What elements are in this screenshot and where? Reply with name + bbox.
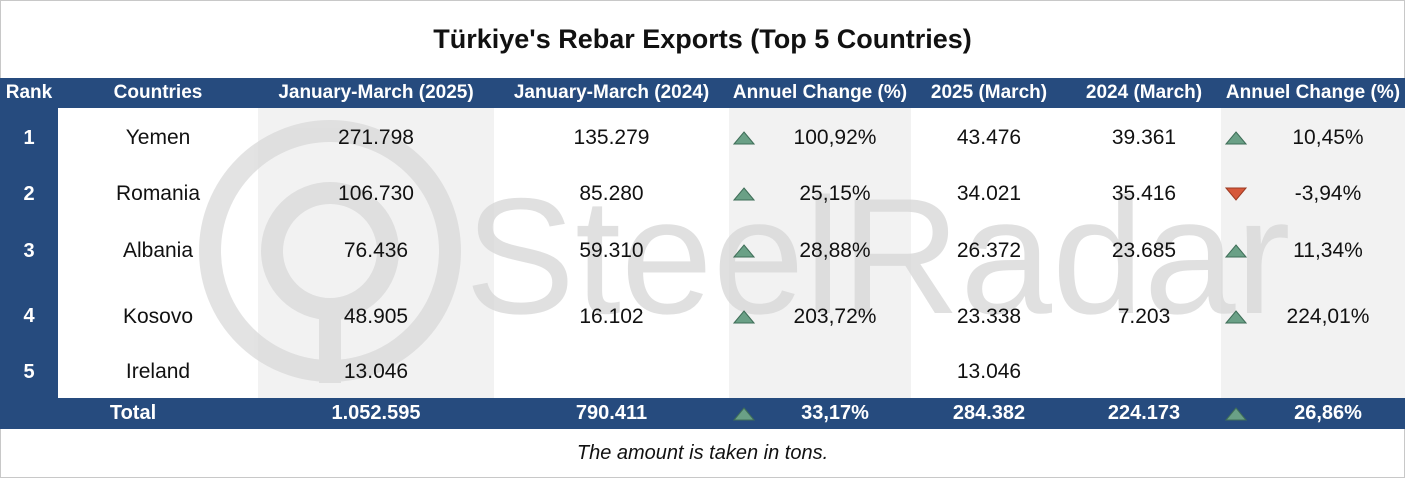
header-jan-mar-2024: January-March (2024) — [513, 82, 710, 103]
jan-mar-2024-cell: 85.280 — [579, 182, 644, 205]
jan-mar-2024-cell: 135.279 — [573, 126, 650, 149]
jan-mar-2025-cell: 106.730 — [338, 182, 414, 205]
march-2024-cell: 23.685 — [1111, 239, 1177, 262]
annual-change-2-cell: 11,34% — [1221, 222, 1405, 280]
country-cell: Yemen — [125, 126, 191, 149]
annual-change-1-cell-value: 25,15% — [799, 182, 871, 205]
jan-mar-2025-cell: 76.436 — [343, 239, 409, 262]
table-row: 3 Albania 76.436 59.310 28,88% 26.372 23.685 11… — [0, 222, 1405, 280]
up-arrow-icon — [733, 187, 755, 201]
up-arrow-icon — [1225, 309, 1247, 323]
total-label: Total — [109, 402, 157, 424]
annual-change-2-cell: 224,01% — [1221, 287, 1405, 346]
rank-cell: 4 — [23, 305, 35, 327]
jan-mar-2024-cell: 16.102 — [579, 304, 644, 328]
march-2025-cell: 43.476 — [956, 126, 1022, 149]
table-row: 1 Yemen 271.798 135.279 100,92% 43.476 39.361 1… — [0, 110, 1405, 166]
rank-column-band — [0, 108, 58, 398]
country-cell: Ireland — [125, 360, 191, 383]
annual-change-1-cell: 203,72% — [729, 287, 911, 346]
march-2025-cell: 13.046 — [956, 360, 1022, 383]
annual-change-2-cell-value: 224,01% — [1286, 304, 1370, 328]
total-annual-change-1: 33,17% — [729, 398, 911, 429]
footnote: The amount is taken in tons. — [576, 442, 829, 464]
down-arrow-icon — [1225, 187, 1247, 201]
total-march-2025: 284.382 — [952, 402, 1026, 424]
march-2025-cell: 23.338 — [956, 304, 1022, 328]
annual-change-2-cell-value — [1251, 346, 1405, 398]
header-annual-change-2: Annuel Change (%) — [1225, 82, 1401, 103]
total-jan-mar-2024: 790.411 — [575, 402, 648, 424]
up-arrow-icon — [733, 244, 755, 258]
table-row: 5 Ireland 13.046 13.046 — [0, 346, 1405, 398]
jan-mar-2025-cell: 48.905 — [343, 304, 409, 328]
rank-cell: 5 — [23, 360, 35, 383]
header-countries: Countries — [113, 82, 203, 103]
annual-change-2-cell-value: -3,94% — [1294, 182, 1362, 205]
annual-change-1-cell-value: 28,88% — [799, 239, 871, 262]
annual-change-2-cell — [1221, 346, 1405, 398]
total-march-2024: 224.173 — [1107, 402, 1181, 424]
annual-change-1-cell-value: 100,92% — [793, 126, 877, 149]
march-2024-cell: 7.203 — [1117, 304, 1171, 328]
total-jan-mar-2025: 1.052.595 — [331, 402, 421, 424]
march-2024-cell: 39.361 — [1111, 126, 1177, 149]
annual-change-2-cell-value: 11,34% — [1293, 239, 1363, 262]
header-rank: Rank — [5, 82, 53, 103]
up-arrow-icon — [1225, 406, 1247, 420]
header-row: Rank Countries January-March (2025) Janu… — [0, 78, 1405, 108]
country-cell: Romania — [115, 182, 201, 205]
shaded-column-annual-change-2 — [1221, 108, 1405, 398]
jan-mar-2025-cell: 13.046 — [343, 360, 409, 383]
header-march-2024: 2024 (March) — [1085, 82, 1203, 103]
country-cell: Kosovo — [122, 304, 194, 328]
up-arrow-icon — [733, 131, 755, 145]
table-row: 4 Kosovo 48.905 16.102 203,72% 23.338 7.203 224… — [0, 287, 1405, 346]
table-row: 2 Romania 106.730 85.280 25,15% 34.021 35.416 -… — [0, 166, 1405, 222]
table-title: Türkiye's Rebar Exports (Top 5 Countries… — [433, 23, 972, 54]
up-arrow-icon — [733, 406, 755, 420]
annual-change-1-cell-value: 203,72% — [793, 304, 877, 328]
header-march-2025: 2025 (March) — [930, 82, 1048, 103]
jan-mar-2024-cell: 59.310 — [579, 239, 644, 262]
march-2024-cell — [1067, 346, 1221, 398]
total-row: Total 1.052.595 790.411 33,17% 284.382 2… — [0, 398, 1405, 429]
annual-change-2-cell: -3,94% — [1221, 166, 1405, 222]
up-arrow-icon — [1225, 244, 1247, 258]
shaded-column-annual-change-1 — [729, 108, 911, 398]
annual-change-2-cell-value: 10,45% — [1292, 126, 1364, 149]
march-2024-cell: 35.416 — [1111, 182, 1177, 205]
march-2025-cell: 34.021 — [956, 182, 1022, 205]
country-cell: Albania — [122, 239, 194, 262]
annual-change-1-cell — [729, 346, 911, 398]
header-jan-mar-2025: January-March (2025) — [278, 82, 474, 103]
up-arrow-icon — [733, 309, 755, 323]
header-annual-change-1: Annuel Change (%) — [732, 82, 908, 103]
total-annual-change-2-value: 26,86% — [1294, 402, 1362, 424]
total-annual-change-1-value: 33,17% — [801, 402, 869, 424]
march-2025-cell: 26.372 — [956, 239, 1022, 262]
annual-change-2-cell: 10,45% — [1221, 110, 1405, 166]
total-annual-change-2: 26,86% — [1221, 398, 1405, 429]
jan-mar-2024-cell — [494, 346, 729, 398]
jan-mar-2025-cell: 271.798 — [338, 126, 414, 149]
rank-cell: 2 — [23, 182, 35, 205]
annual-change-1-cell-value — [759, 346, 911, 398]
annual-change-1-cell: 28,88% — [729, 222, 911, 280]
rank-cell: 3 — [23, 239, 35, 262]
annual-change-1-cell: 25,15% — [729, 166, 911, 222]
annual-change-1-cell: 100,92% — [729, 110, 911, 166]
rank-cell: 1 — [23, 126, 35, 149]
up-arrow-icon — [1225, 131, 1247, 145]
